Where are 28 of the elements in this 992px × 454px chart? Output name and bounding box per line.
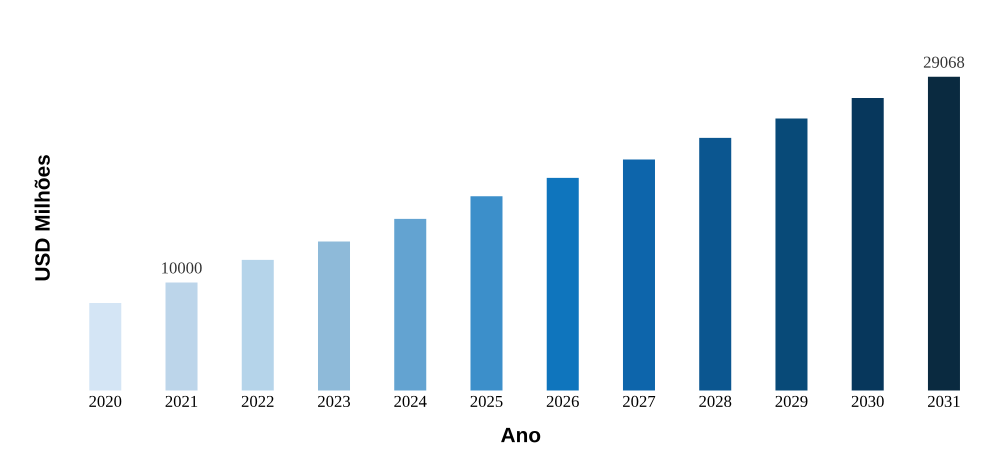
- x-tick-label: 2024: [394, 396, 427, 408]
- bar: [775, 118, 808, 390]
- bar: [546, 178, 579, 390]
- x-tick-label: 2030: [852, 396, 884, 408]
- bar: [699, 138, 732, 390]
- x-tick-label: 2025: [470, 396, 503, 408]
- y-axis-title: USD Milhões: [34, 155, 50, 280]
- bar: [242, 260, 274, 390]
- bar: [394, 218, 426, 390]
- x-tick-label: 2027: [623, 396, 656, 408]
- data-label: 10000: [162, 262, 202, 274]
- bar: [166, 282, 198, 390]
- x-tick-label: 2028: [699, 396, 732, 408]
- x-tick-label: 2021: [166, 396, 198, 408]
- bar: [622, 160, 655, 390]
- bar: [470, 196, 502, 390]
- x-tick-label: 2022: [242, 396, 274, 408]
- x-axis-title: Ano: [501, 428, 540, 442]
- data-label: 29068: [924, 56, 964, 68]
- bar: [852, 98, 884, 390]
- bar: [318, 242, 350, 390]
- bar: [928, 76, 960, 390]
- x-tick-label: 2023: [318, 396, 350, 408]
- x-tick-label: 2020: [89, 396, 122, 408]
- bar: [89, 303, 122, 390]
- x-tick-label: 2031: [928, 396, 960, 408]
- x-tick-label: 2026: [546, 396, 579, 408]
- x-tick-label: 2029: [776, 396, 808, 408]
